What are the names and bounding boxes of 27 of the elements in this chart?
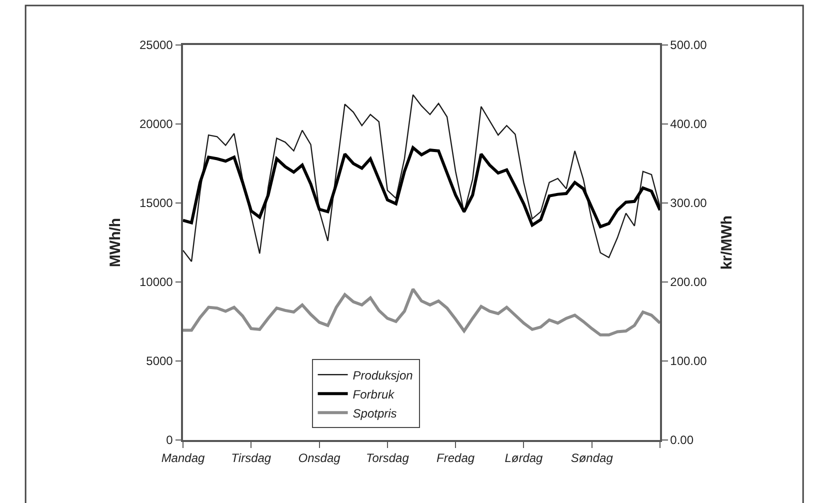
line-series: [183, 94, 660, 262]
y-tick-label: 20000: [139, 117, 174, 132]
y2-tick-label: 0.00: [670, 433, 694, 448]
y-tick-label: 5000: [146, 354, 174, 368]
y-tick-label: 10000: [139, 275, 174, 290]
x-tick-label: Mandag: [161, 451, 206, 466]
y2-tick-label: 300.00: [670, 196, 708, 210]
x-tick-label: Søndag: [570, 451, 614, 466]
y-tick-label: 15000: [139, 196, 174, 210]
y-tick-label: 0: [166, 433, 174, 448]
y2-axis-title: kr/MWh: [718, 215, 736, 270]
y-axis-title: MWh/h: [107, 218, 124, 268]
line-series: [183, 288, 660, 336]
x-tick-label: Tirsdag: [231, 451, 272, 466]
y2-tick-label: 500.00: [670, 38, 708, 52]
x-tick-label: Fredag: [436, 451, 475, 466]
y2-tick-label: 100.00: [670, 354, 708, 368]
legend-label: Spotpris: [352, 406, 397, 420]
x-tick-label: Onsdag: [298, 451, 341, 466]
legend-label: Forbruk: [352, 387, 396, 402]
y-tick-label: 25000: [139, 38, 174, 52]
line-series: [183, 146, 660, 228]
x-tick-label: Torsdag: [366, 451, 410, 466]
legend-label: Produksjon: [352, 368, 414, 382]
y2-tick-label: 200.00: [670, 275, 708, 290]
y2-tick-label: 400.00: [670, 117, 708, 132]
x-tick-label: Lørdag: [504, 451, 544, 466]
